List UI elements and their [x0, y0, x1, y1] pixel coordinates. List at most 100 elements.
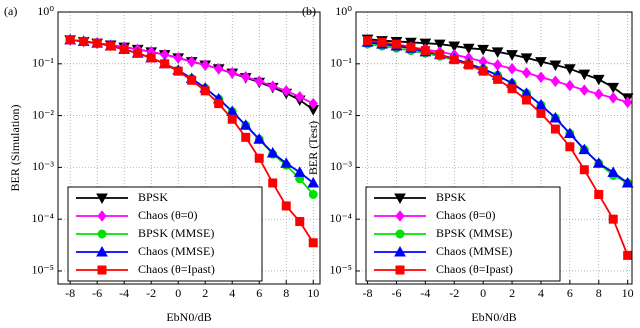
x-tick-label: 8	[283, 286, 289, 300]
data-point	[607, 166, 620, 177]
x-tick-label: 6	[256, 286, 262, 300]
y-tick-label: 10⁻³	[330, 159, 352, 173]
legend-marker	[394, 193, 406, 205]
data-point	[227, 66, 237, 79]
data-point	[623, 96, 633, 109]
legend-marker	[395, 210, 405, 222]
legend-label: Chaos (θ=Ipast)	[138, 262, 215, 276]
data-point	[522, 95, 532, 105]
y-axis-label: BER (Test)	[306, 121, 320, 175]
y-tick-label: 10⁰	[37, 4, 54, 18]
data-point	[592, 157, 605, 168]
legend-marker	[395, 229, 405, 239]
x-tick-label: -4	[119, 286, 129, 300]
data-point	[280, 157, 293, 168]
axes-frame	[355, 11, 633, 285]
x-tick-label: 4	[229, 286, 235, 300]
data-point	[507, 63, 517, 75]
data-point	[239, 119, 252, 130]
data-point	[391, 39, 401, 49]
data-point	[268, 178, 278, 188]
data-point	[253, 133, 266, 144]
x-tick-label: 2	[202, 286, 208, 300]
data-point	[478, 66, 488, 76]
data-point	[579, 165, 589, 175]
legend-marker	[97, 229, 107, 239]
data-point	[535, 57, 547, 68]
data-point	[435, 50, 445, 60]
data-point	[520, 53, 533, 64]
x-tick-label: -6	[391, 286, 401, 300]
data-point	[565, 142, 575, 152]
data-point	[549, 111, 562, 123]
y-tick-label: 10⁻²	[330, 107, 352, 121]
data-point	[621, 176, 634, 188]
y-tick-label: 10⁻²	[32, 107, 54, 121]
x-tick-label: 0	[175, 286, 181, 300]
data-point	[146, 53, 156, 63]
x-tick-label: -2	[449, 286, 459, 300]
data-point	[293, 166, 306, 177]
data-point	[608, 214, 618, 224]
data-point	[173, 66, 183, 76]
data-point	[578, 143, 591, 155]
x-tick-label: 6	[567, 286, 573, 300]
x-tick-label: 10	[622, 286, 634, 300]
data-point	[200, 86, 210, 96]
y-tick-label: 10⁻³	[32, 159, 54, 173]
data-point	[281, 85, 291, 97]
legend-label: Chaos (θ=0)	[436, 208, 496, 222]
x-tick-label: 4	[538, 286, 544, 300]
data-point	[491, 47, 504, 58]
data-point	[281, 201, 291, 211]
x-tick-label: 8	[596, 286, 602, 300]
data-point	[594, 88, 604, 100]
data-point	[506, 50, 518, 61]
data-point	[241, 71, 251, 83]
data-point	[295, 217, 305, 227]
y-axis-label: BER (Simulation)	[8, 104, 22, 191]
data-point	[308, 189, 318, 199]
data-point	[550, 75, 561, 88]
data-point	[623, 250, 633, 260]
data-point	[550, 124, 560, 134]
data-point	[579, 84, 589, 96]
data-point	[295, 91, 305, 103]
legend-marker	[97, 210, 107, 222]
data-point	[521, 66, 532, 79]
data-point	[200, 59, 210, 71]
data-point	[187, 55, 197, 68]
data-point	[578, 69, 591, 81]
legend-marker	[96, 245, 108, 257]
x-axis-label: EbN0/dB	[166, 310, 211, 324]
legend-label: Chaos (MMSE)	[138, 244, 214, 258]
data-point	[564, 127, 576, 139]
x-tick-label: -6	[92, 286, 102, 300]
legend-marker	[395, 265, 405, 275]
legend-marker	[97, 265, 107, 275]
legend-label: Chaos (θ=Ipast)	[436, 262, 513, 276]
legend-label: Chaos (θ=0)	[138, 208, 198, 222]
data-point	[536, 108, 546, 118]
legend-marker	[96, 193, 108, 205]
x-tick-label: -8	[65, 286, 75, 300]
data-point	[477, 44, 490, 56]
legend-box	[67, 186, 263, 282]
y-tick-label: 10⁻⁵	[329, 263, 352, 277]
x-tick-label: -2	[146, 286, 156, 300]
x-tick-label: -4	[420, 286, 430, 300]
data-point	[254, 153, 264, 163]
data-point	[536, 71, 546, 84]
panel-label: (b)	[302, 4, 316, 18]
legend-label: BPSK (MMSE)	[436, 226, 512, 240]
data-point	[608, 92, 618, 104]
data-point	[363, 36, 373, 46]
data-point	[564, 64, 576, 75]
legend-label: BPSK	[436, 190, 466, 204]
data-point	[241, 132, 251, 142]
axes-frame	[57, 11, 321, 285]
y-tick-label: 10⁻⁴	[329, 211, 352, 225]
data-point	[119, 44, 129, 54]
legend-label: BPSK (MMSE)	[138, 226, 214, 240]
